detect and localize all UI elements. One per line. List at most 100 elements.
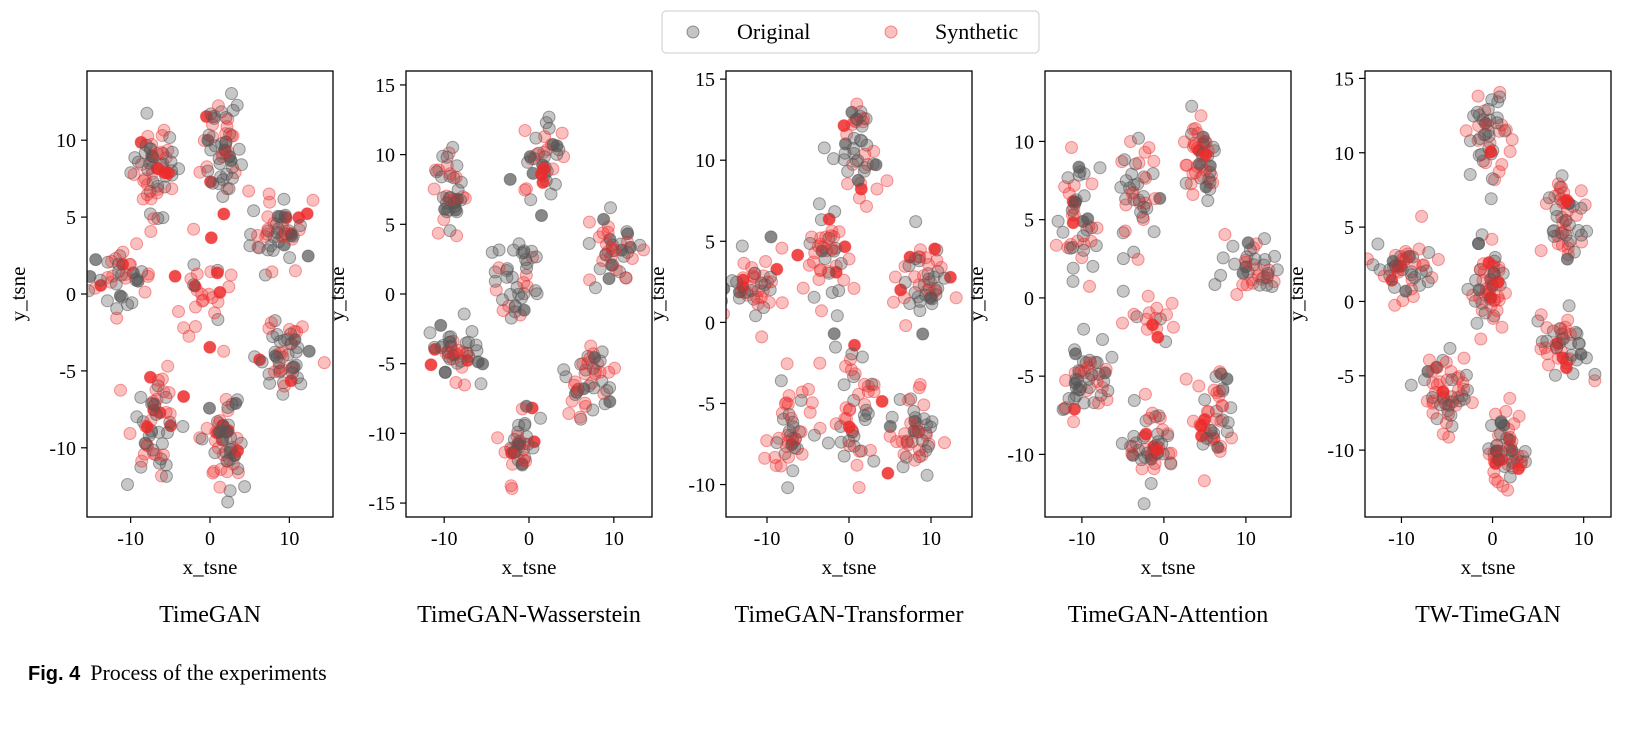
synthetic-point bbox=[1145, 446, 1159, 460]
synthetic-point bbox=[1556, 196, 1570, 210]
synthetic-point bbox=[1213, 444, 1227, 458]
original-point bbox=[1076, 229, 1090, 243]
synthetic-point bbox=[491, 431, 505, 445]
synthetic-point bbox=[1153, 411, 1167, 425]
synthetic-point bbox=[177, 321, 191, 335]
original-point bbox=[293, 219, 307, 232]
original-point bbox=[446, 140, 460, 154]
synthetic-point bbox=[1493, 85, 1507, 99]
synthetic-point bbox=[1131, 252, 1145, 266]
synthetic-point bbox=[755, 330, 769, 344]
panel-2: -10 0 10 -15 -10 -5 0 5 10 15 x_tsne y_tsne TimeGAN-… bbox=[325, 70, 653, 628]
synthetic-point bbox=[1197, 418, 1211, 432]
synthetic-point bbox=[207, 464, 221, 478]
synthetic-point bbox=[1225, 431, 1238, 445]
original-point bbox=[855, 350, 869, 364]
original-point bbox=[1089, 239, 1103, 253]
synthetic-point bbox=[141, 129, 155, 143]
figure-caption-text: Process of the experiments bbox=[90, 660, 327, 685]
synthetic-point bbox=[1127, 307, 1141, 321]
scatter-points bbox=[1049, 99, 1284, 511]
synthetic-point bbox=[805, 396, 819, 410]
original-point bbox=[1090, 356, 1104, 370]
synthetic-point bbox=[211, 99, 225, 113]
original-point bbox=[1588, 367, 1602, 381]
original-point bbox=[238, 480, 252, 494]
original-point bbox=[1472, 237, 1485, 250]
synthetic-point bbox=[1397, 254, 1411, 268]
synthetic-point bbox=[1512, 409, 1526, 423]
original-point bbox=[101, 255, 115, 269]
synthetic-point bbox=[922, 258, 936, 271]
original-point bbox=[1068, 343, 1081, 357]
original-point bbox=[524, 193, 538, 207]
synthetic-point bbox=[187, 222, 201, 236]
synthetic-point bbox=[1142, 306, 1156, 320]
synthetic-point bbox=[900, 434, 914, 448]
synthetic-point bbox=[902, 393, 915, 407]
y-tick-label: 10 bbox=[695, 150, 715, 172]
synthetic-point bbox=[1186, 122, 1200, 136]
synthetic-point bbox=[219, 392, 233, 406]
synthetic-point bbox=[155, 372, 169, 386]
synthetic-point bbox=[242, 184, 256, 198]
synthetic-point bbox=[582, 215, 596, 229]
synthetic-point bbox=[1084, 234, 1098, 248]
original-point bbox=[749, 309, 763, 323]
synthetic-point bbox=[1417, 258, 1430, 272]
original-point bbox=[430, 165, 444, 179]
original-point bbox=[603, 232, 617, 246]
synthetic-point bbox=[1551, 177, 1565, 191]
x-tick-label: 10 bbox=[279, 528, 299, 550]
original-point bbox=[847, 370, 861, 384]
panel-5: -10 0 10 -10 -5 0 5 10 15 x_tsne y_tsne TW-TimeGAN bbox=[1284, 68, 1612, 628]
synthetic-point bbox=[514, 516, 520, 517]
x-tick-label: 0 bbox=[844, 528, 854, 550]
synthetic-point bbox=[791, 248, 805, 262]
synthetic-point bbox=[1160, 308, 1173, 322]
synthetic-point bbox=[1559, 361, 1573, 375]
original-point bbox=[1421, 275, 1435, 289]
original-point bbox=[605, 258, 619, 272]
y-tick-label: 0 bbox=[66, 284, 76, 306]
original-point bbox=[488, 274, 502, 288]
original-point bbox=[436, 149, 450, 163]
x-tick-label: 10 bbox=[604, 528, 624, 550]
synthetic-point bbox=[913, 378, 927, 391]
original-point bbox=[913, 304, 927, 318]
synthetic-point bbox=[220, 120, 234, 134]
synthetic-point bbox=[880, 174, 894, 188]
synthetic-point bbox=[897, 447, 911, 461]
original-point bbox=[764, 230, 778, 244]
y-tick-label: -5 bbox=[698, 393, 715, 415]
original-point bbox=[450, 159, 464, 173]
synthetic-point bbox=[782, 450, 795, 464]
original-point bbox=[885, 410, 899, 424]
original-point bbox=[599, 247, 613, 261]
original-point bbox=[1253, 278, 1267, 292]
synthetic-point bbox=[1426, 376, 1440, 390]
original-point bbox=[1445, 419, 1459, 433]
original-point bbox=[1490, 111, 1504, 125]
original-point bbox=[1257, 258, 1271, 272]
scatter-points bbox=[423, 110, 651, 517]
original-point bbox=[1119, 174, 1133, 188]
synthetic-point bbox=[775, 296, 789, 310]
synthetic-point bbox=[1553, 322, 1567, 336]
original-point bbox=[226, 103, 240, 117]
original-point bbox=[450, 205, 464, 219]
original-point bbox=[223, 127, 237, 141]
original-point bbox=[523, 150, 537, 164]
synthetic-point bbox=[1512, 462, 1525, 476]
synthetic-point bbox=[1440, 373, 1454, 387]
original-point bbox=[1404, 378, 1418, 392]
synthetic-point bbox=[912, 381, 926, 395]
synthetic-point bbox=[261, 222, 275, 236]
original-point bbox=[211, 313, 225, 326]
synthetic-point bbox=[759, 255, 773, 268]
original-point bbox=[1473, 263, 1487, 277]
synthetic-point bbox=[746, 269, 760, 283]
original-point bbox=[757, 301, 771, 314]
original-point bbox=[155, 437, 169, 451]
figure-caption-label: Fig. 4 bbox=[28, 663, 81, 685]
